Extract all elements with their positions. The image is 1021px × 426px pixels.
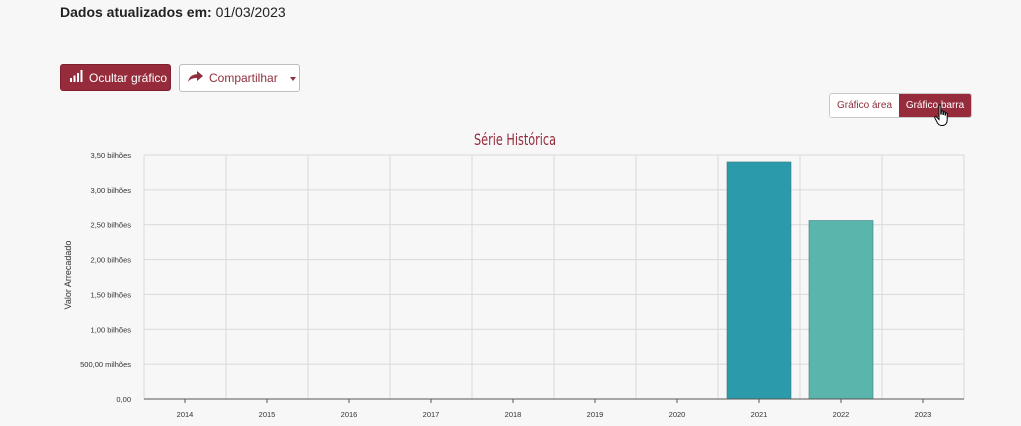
chart-title: Série Histórica [474, 130, 556, 149]
bar-chart-icon [70, 70, 83, 85]
y-tick-label: 0,00 [116, 395, 131, 404]
y-tick-label: 3,00 bilhões [91, 186, 132, 195]
hide-chart-button[interactable]: Ocultar gráfico [60, 64, 171, 91]
y-tick-label: 1,50 bilhões [91, 290, 132, 299]
x-tick-label: 2020 [669, 410, 686, 419]
last-updated-date: 01/03/2023 [215, 4, 286, 20]
x-tick-label: 2021 [751, 410, 768, 419]
x-axis-ticks: 2014 2015 2016 2017 2018 2019 2020 2021 2022 2023 [144, 398, 964, 419]
bar-2022[interactable] [808, 220, 874, 400]
share-label: Compartilhar [209, 71, 278, 85]
hide-chart-label: Ocultar gráfico [89, 70, 168, 85]
y-tick-label: 2,00 bilhões [91, 256, 132, 265]
y-tick-label: 500,00 milhões [80, 360, 131, 369]
y-tick-label: 2,50 bilhões [91, 221, 132, 230]
area-chart-option[interactable]: Gráfico área [830, 94, 899, 117]
y-axis-label: Valor Arrecadado [63, 241, 73, 310]
last-updated: Dados atualizados em: 01/03/2023 [60, 4, 286, 20]
y-axis-ticks: 0,00 500,00 milhões 1,00 bilhões 1,50 bilhõ… [80, 151, 131, 404]
x-tick-label: 2022 [833, 410, 850, 419]
hand-cursor-icon [934, 104, 952, 133]
chart-bars [726, 161, 874, 400]
share-icon [188, 70, 203, 86]
bar-2021[interactable] [726, 161, 792, 400]
x-tick-label: 2016 [341, 410, 358, 419]
share-button[interactable]: Compartilhar [179, 64, 300, 92]
x-tick-label: 2014 [177, 410, 194, 419]
x-tick-label: 2018 [505, 410, 522, 419]
y-tick-label: 1,00 bilhões [91, 325, 132, 334]
bar-chart-option[interactable]: Gráfico barra [899, 94, 971, 117]
x-tick-label: 2017 [423, 410, 440, 419]
chart-type-toggle: Gráfico área Gráfico barra [829, 93, 972, 118]
chevron-down-icon [289, 77, 296, 81]
x-tick-label: 2019 [587, 410, 604, 419]
x-tick-label: 2023 [915, 410, 932, 419]
y-tick-label: 3,50 bilhões [91, 151, 132, 160]
x-tick-label: 2015 [259, 410, 276, 419]
last-updated-label: Dados atualizados em: [60, 4, 212, 20]
